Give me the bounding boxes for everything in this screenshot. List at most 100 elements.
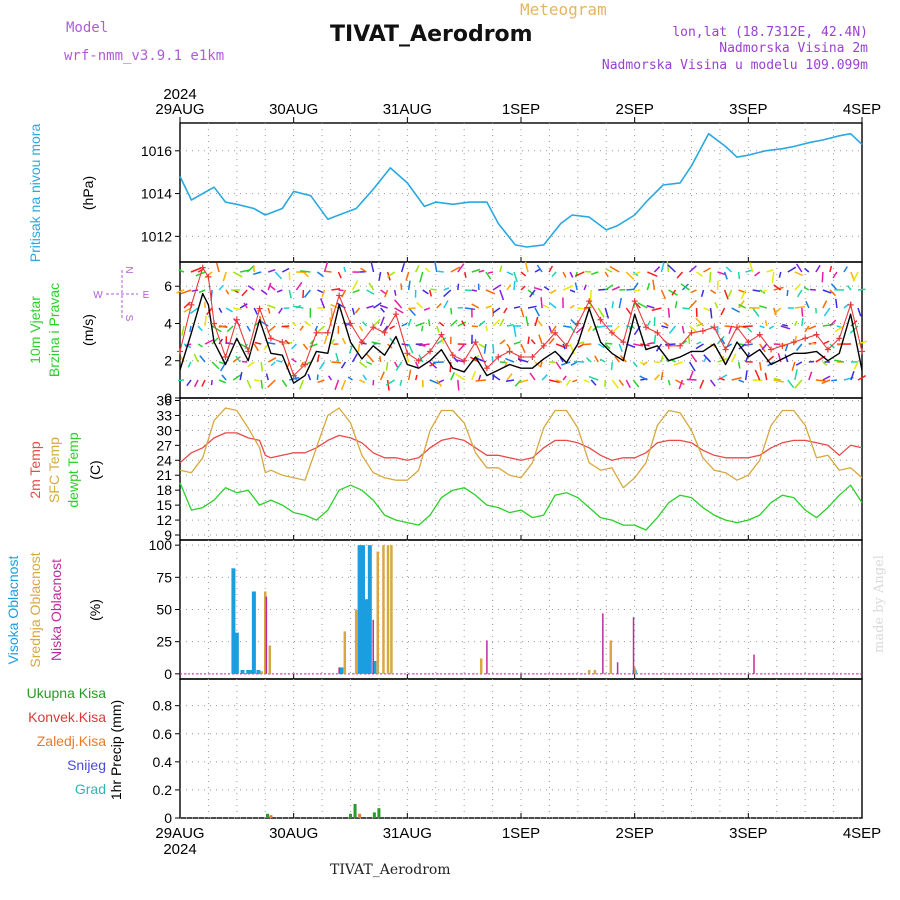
wind-gust-marker [483, 365, 490, 372]
precip-ytick-label: 0.2 [153, 782, 173, 798]
wind-arrow [569, 289, 576, 293]
wind-arrow [360, 267, 367, 273]
precip-ytick-label: 0.4 [153, 754, 173, 770]
wind-arrow [247, 361, 255, 368]
wind-arrow [487, 271, 494, 274]
wind-arrow [199, 355, 206, 363]
wind-arrow [267, 341, 276, 345]
wind-ylabel: 10m Vjetar [27, 296, 43, 364]
wind-arrow [204, 338, 215, 345]
wind-arrow [401, 322, 408, 327]
wind-arrow [717, 374, 728, 381]
wind-arrow [282, 341, 293, 345]
precip-ytick-label: 0.8 [153, 698, 173, 714]
wind-arrow [211, 325, 222, 333]
wind-arrow [393, 289, 397, 296]
wind-arrow [299, 325, 304, 331]
wind-arrow [565, 379, 571, 387]
wind-arrow [625, 271, 635, 280]
wind-gust-marker [677, 342, 684, 349]
wind-arrow-field [176, 261, 868, 391]
wind-arrow [561, 361, 571, 366]
wind-arrow [618, 343, 623, 353]
wind-arrow [728, 325, 733, 334]
wind-arrow [690, 353, 698, 363]
wind-arrow [731, 376, 742, 381]
top-time-label: 2SEP [615, 101, 653, 118]
wind-arrow [727, 289, 733, 298]
temp-line-1 [179, 407, 863, 489]
cloud-bar [249, 669, 254, 674]
wind-arrow [274, 271, 283, 280]
wind-arrow [796, 289, 803, 298]
wind-arrow [197, 325, 203, 332]
wind-gust-marker [688, 329, 695, 336]
precip-ytick-label: 0 [164, 810, 172, 826]
wind-arrow [829, 289, 837, 297]
wind-gust-marker [506, 348, 513, 355]
wind-arrow [843, 266, 848, 273]
wind-arrow [379, 371, 385, 381]
temp-ylabel-dew: dewpt Temp [65, 432, 81, 507]
wind-arrow [804, 267, 810, 273]
wind-arrow [625, 379, 631, 389]
wind-arrow [764, 372, 768, 381]
wind-arrow [338, 289, 344, 292]
wind-arrow [723, 289, 729, 300]
wind-arrow [541, 374, 548, 381]
wind-arrow [808, 325, 817, 330]
wind-arrow [506, 343, 511, 350]
wind-arrow [801, 317, 804, 327]
wind-arrow [316, 374, 319, 381]
wind-arrow [538, 334, 543, 345]
wind-arrow [436, 302, 442, 309]
wind-ytick-label: 2 [164, 353, 172, 369]
wind-arrow [517, 358, 529, 363]
cloud-bar [364, 599, 369, 674]
wind-arrow [585, 357, 592, 363]
wind-gust-marker [449, 352, 456, 359]
cloud-bar [372, 660, 377, 674]
wind-arrow [653, 374, 660, 381]
wind-arrow [307, 373, 312, 381]
wind-arrow [380, 289, 387, 295]
wind-arrow [389, 325, 395, 330]
wind-arrow [247, 285, 255, 291]
wind-arrow [646, 282, 651, 291]
wind-arrow [260, 361, 264, 372]
wind-arrow [610, 361, 614, 370]
wind-arrow [366, 361, 373, 365]
wind-arrow [450, 372, 456, 381]
pressure-panel: 1012 1014 1016 [141, 122, 863, 263]
wind-gust-marker [279, 339, 286, 346]
wind-arrow [386, 271, 396, 278]
wind-arrow [358, 325, 364, 332]
wind-arrow [773, 307, 782, 315]
wind-arrow [359, 379, 366, 384]
wind-arrow [267, 282, 272, 291]
wind-arrow [651, 307, 662, 312]
wind-arrow [676, 271, 684, 279]
wind-arrow [759, 325, 765, 329]
cloud-bar [587, 669, 591, 674]
wind-arrow [268, 268, 276, 273]
watermark: made by Angel [872, 555, 887, 653]
wind-arrow [176, 289, 185, 294]
wind-arrow [633, 289, 641, 292]
compass-w: W [93, 290, 103, 301]
pressure-ytick-label: 1012 [141, 228, 172, 244]
wind-arrow [801, 307, 804, 317]
precip-legend-item: Konvek.Kisa [28, 709, 106, 725]
wind-arrow [520, 307, 525, 318]
wind-arrow [821, 271, 824, 283]
wind-arrow [536, 264, 543, 273]
wind-arrow [267, 379, 276, 388]
cloud-bar [632, 617, 635, 674]
cloud-ylabel-high: Visoka Oblacnost [5, 556, 21, 665]
wind-arrow [414, 374, 418, 381]
cloud-unit-label: (%) [87, 599, 103, 621]
wind-arrow [246, 265, 255, 273]
wind-arrow [438, 321, 445, 327]
meteogram-label: Meteogram [520, 0, 607, 19]
wind-arrow [386, 379, 390, 391]
